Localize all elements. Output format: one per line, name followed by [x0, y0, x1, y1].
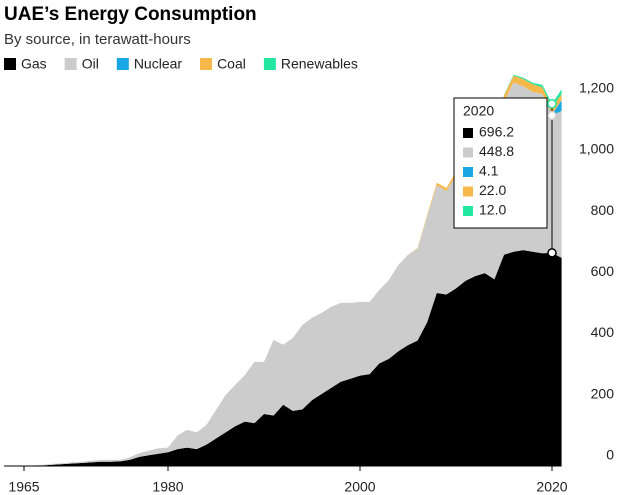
legend-label: Renewables: [281, 56, 358, 72]
point-marker: [547, 99, 557, 109]
legend-label: Oil: [82, 56, 99, 72]
tooltip-value: 696.2: [479, 124, 514, 140]
legend-swatch: [200, 58, 213, 70]
y-tick-label: 1,000: [579, 141, 614, 157]
tooltip-value: 448.8: [479, 143, 514, 159]
legend-label: Coal: [217, 56, 246, 72]
tooltip-value: 4.1: [479, 163, 499, 179]
y-tick-label: 200: [591, 385, 615, 401]
legend-label: Nuclear: [134, 56, 183, 72]
legend-label: Gas: [21, 56, 47, 72]
chart-title: UAE’s Energy Consumption: [4, 4, 257, 25]
area: [24, 250, 562, 466]
tooltip-swatch: [463, 128, 473, 138]
legend-swatch: [4, 58, 16, 70]
x-tick-label: 1980: [152, 479, 183, 495]
legend-swatch: [263, 58, 276, 70]
point-marker: [547, 248, 557, 258]
y-tick-label: 600: [591, 263, 615, 279]
y-tick-label: 0: [606, 447, 614, 463]
tooltip-swatch: [463, 206, 473, 216]
tooltip-value: 12.0: [479, 202, 506, 218]
y-tick-label: 400: [591, 324, 615, 340]
point-marker: [547, 110, 557, 121]
x-tick-label: 1965: [8, 479, 39, 495]
legend-swatch: [64, 58, 77, 70]
legend-swatch: [116, 58, 129, 70]
tooltip-swatch: [463, 147, 473, 158]
x-tick-label: 2000: [344, 479, 375, 495]
tooltip-title: 2020: [463, 103, 494, 119]
x-tick-label: 2020: [536, 479, 567, 495]
chart-subtitle: By source, in terawatt-hours: [4, 31, 191, 48]
y-tick-label: 800: [591, 202, 615, 218]
tooltip-value: 22.0: [479, 182, 506, 198]
tooltip-swatch: [463, 186, 473, 197]
tooltip-swatch: [463, 167, 473, 177]
y-tick-label: 1,200: [579, 79, 614, 95]
